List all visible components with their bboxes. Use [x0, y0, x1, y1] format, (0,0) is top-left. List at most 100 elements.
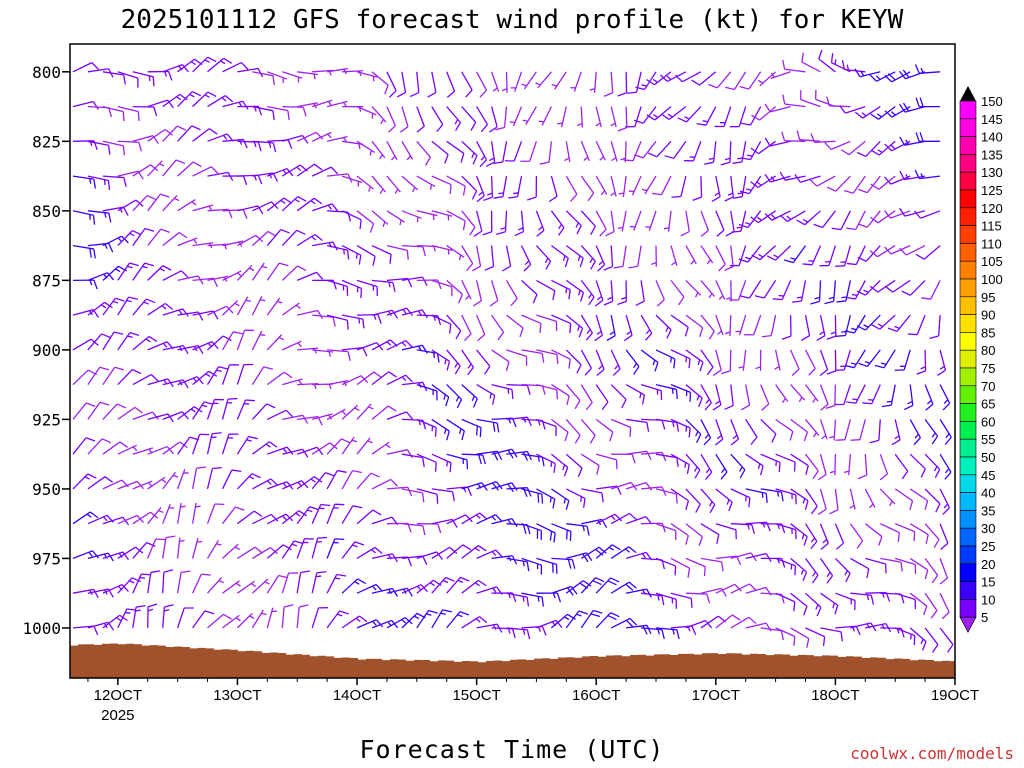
barb-full [720, 161, 731, 166]
barb-full [686, 464, 690, 475]
wind-barb [641, 627, 665, 640]
colorbar-swatch [959, 527, 977, 547]
barb-shaft [610, 384, 627, 400]
wind-barb [856, 140, 881, 158]
barb-shaft [401, 71, 407, 93]
barb-full [108, 212, 112, 223]
barb-full [569, 531, 572, 541]
wind-barb [192, 401, 214, 420]
colorbar-label: 75 [981, 361, 995, 376]
barb-full [577, 467, 583, 478]
wind-barb [326, 314, 349, 330]
barb-half [790, 564, 793, 570]
barb-shaft [503, 106, 508, 128]
wind-barb [132, 227, 155, 246]
barb-half [708, 501, 713, 507]
wind-barb [341, 175, 363, 187]
barb-full [582, 553, 589, 563]
wind-barb [804, 453, 819, 480]
wind-barb [427, 71, 437, 98]
barb-full [272, 142, 277, 153]
barb-full [390, 478, 398, 487]
wind-barb [730, 488, 751, 508]
barb-full [595, 577, 605, 583]
wind-barb [884, 210, 911, 219]
barb-shaft [237, 234, 257, 247]
barb-half [746, 188, 752, 191]
barb-full [764, 137, 771, 147]
wind-barb [551, 488, 570, 510]
wind-barb [744, 314, 762, 336]
barb-half [475, 618, 481, 623]
barb-shaft [745, 552, 767, 560]
wind-barb [730, 453, 746, 479]
barb-full [695, 503, 701, 513]
barb-shaft [401, 244, 423, 248]
barb-full [729, 125, 740, 128]
colorbar-label: 65 [981, 397, 995, 412]
barb-full [92, 550, 100, 559]
wind-barb [297, 347, 319, 354]
barb-half [205, 373, 211, 378]
colorbar-label: 95 [981, 290, 995, 305]
barb-full [835, 334, 846, 337]
wind-barb [266, 607, 278, 629]
barb-full [569, 323, 572, 333]
wind-barb [461, 210, 476, 236]
barb-half [596, 330, 602, 335]
barb-full [446, 90, 455, 98]
wind-barb [236, 612, 255, 629]
barb-half [145, 338, 151, 343]
barb-full [796, 130, 801, 140]
wind-barb [342, 346, 368, 357]
barb-full [318, 607, 328, 609]
barb-full [144, 227, 155, 232]
wind-barb [431, 576, 455, 594]
wind-barb [625, 106, 642, 128]
wind-barb [617, 210, 627, 232]
wind-barb [595, 175, 608, 196]
wind-barb [102, 105, 125, 122]
barb-shaft [748, 280, 762, 299]
wind-barb [282, 378, 303, 386]
barb-shaft [909, 592, 928, 607]
wind-barb [311, 472, 335, 490]
barb-full [724, 404, 734, 411]
barb-shaft [715, 583, 736, 594]
barb-full [251, 473, 261, 479]
barb-half [920, 638, 924, 645]
wind-barb [509, 106, 523, 127]
colorbar-label: 10 [981, 592, 995, 607]
wind-barb [207, 305, 234, 316]
barb-full [406, 250, 409, 260]
barb-shaft [819, 384, 829, 405]
barb-shaft [580, 210, 596, 227]
colorbar-label: 110 [981, 236, 1002, 251]
wind-barb [521, 314, 542, 333]
barb-full [659, 74, 668, 82]
wind-barb [670, 383, 692, 402]
wind-barb [162, 232, 188, 247]
wind-barb [603, 280, 614, 306]
barb-shaft [521, 314, 542, 324]
barb-full [465, 514, 473, 523]
barb-half [684, 462, 687, 468]
barb-shaft [266, 544, 284, 559]
wind-barb [700, 523, 720, 544]
barb-full [616, 485, 622, 496]
barb-shaft [252, 71, 274, 77]
barb-full [520, 160, 530, 162]
barb-half [652, 78, 658, 83]
wind-barb [72, 473, 97, 490]
wind-barb [476, 106, 489, 133]
barb-half [295, 512, 301, 517]
barb-half [442, 579, 449, 584]
barb-full [301, 135, 309, 144]
barb-full [920, 468, 926, 478]
barb-full [645, 332, 653, 341]
barb-shaft [207, 335, 224, 351]
y-tick-label: 850 [32, 202, 61, 221]
barb-full [372, 256, 376, 266]
wind-barb [730, 616, 757, 629]
credit-link[interactable]: coolwx.com/models [850, 744, 1014, 763]
